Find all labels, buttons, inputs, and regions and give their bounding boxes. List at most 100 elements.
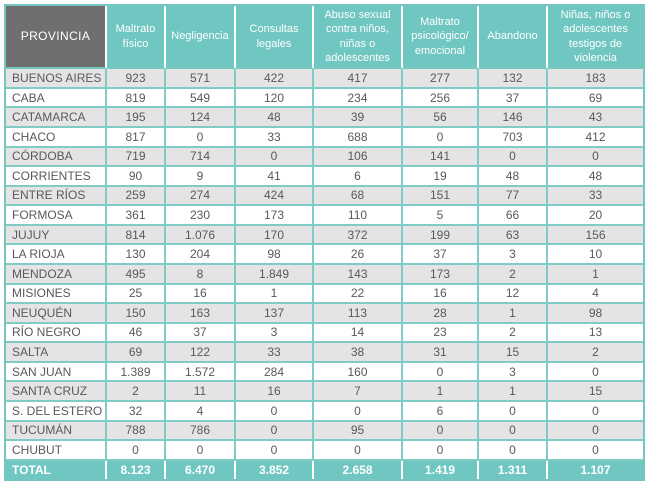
column-header: Niñas, niños o adolescentes testigos de … <box>548 6 643 70</box>
value-cell: 571 <box>166 69 236 89</box>
value-cell: 41 <box>236 167 314 187</box>
value-cell: 0 <box>236 421 314 442</box>
value-cell: 31 <box>403 343 479 363</box>
value-cell: 16 <box>166 284 236 305</box>
value-cell: 0 <box>314 402 403 422</box>
value-cell: 106 <box>314 147 403 168</box>
value-cell: 7 <box>314 382 403 403</box>
value-cell: 1 <box>479 382 548 403</box>
value-cell: 110 <box>314 206 403 226</box>
province-name-cell: SALTA <box>6 343 107 363</box>
total-value-cell: 1.311 <box>479 461 548 479</box>
value-cell: 0 <box>166 127 236 148</box>
value-cell: 37 <box>403 245 479 265</box>
value-cell: 32 <box>107 402 166 422</box>
province-name-cell: CABA <box>6 88 107 109</box>
value-cell: 15 <box>479 343 548 363</box>
value-cell: 38 <box>314 343 403 363</box>
value-cell: 0 <box>403 441 479 461</box>
value-cell: 48 <box>479 167 548 187</box>
value-cell: 422 <box>236 69 314 89</box>
value-cell: 19 <box>403 167 479 187</box>
column-header: Abuso sexual contra niños, niñas o adole… <box>314 6 403 70</box>
province-name-cell: RÍO NEGRO <box>6 323 107 344</box>
value-cell: 230 <box>166 206 236 226</box>
value-cell: 0 <box>479 441 548 461</box>
province-name-cell: S. DEL ESTERO <box>6 402 107 422</box>
value-cell: 132 <box>479 69 548 89</box>
table-row: CORRIENTES 90 9 41 6 19 48 48 <box>6 167 643 187</box>
value-cell: 22 <box>314 284 403 305</box>
column-header: Abandono <box>479 6 548 70</box>
table-row: ENTRE RÍOS 259 274 424 68 151 77 33 <box>6 186 643 207</box>
value-cell: 786 <box>166 421 236 442</box>
value-cell: 0 <box>403 362 479 383</box>
value-cell: 923 <box>107 69 166 89</box>
value-cell: 43 <box>548 108 643 128</box>
table-row: RÍO NEGRO 46 37 3 14 23 2 13 <box>6 323 643 344</box>
value-cell: 122 <box>166 343 236 363</box>
value-cell: 12 <box>479 284 548 305</box>
value-cell: 719 <box>107 147 166 168</box>
table-body: BUENOS AIRES 923 571 422 417 277 132 183 CABA 819… <box>6 69 643 461</box>
value-cell: 16 <box>403 284 479 305</box>
province-name-cell: CHACO <box>6 127 107 148</box>
value-cell: 0 <box>166 441 236 461</box>
value-cell: 1.849 <box>236 264 314 285</box>
table-row: NEUQUÉN 150 163 137 113 28 1 98 <box>6 304 643 324</box>
value-cell: 95 <box>314 421 403 442</box>
value-cell: 98 <box>236 245 314 265</box>
value-cell: 15 <box>548 382 643 403</box>
value-cell: 90 <box>107 167 166 187</box>
value-cell: 146 <box>479 108 548 128</box>
value-cell: 156 <box>548 225 643 246</box>
table-row: CÓRDOBA 719 714 0 106 141 0 0 <box>6 147 643 168</box>
table-header: PROVINCIA Maltrato físico Negligencia Consu… <box>6 6 643 70</box>
value-cell: 1.389 <box>107 362 166 383</box>
province-name-cell: CÓRDOBA <box>6 147 107 168</box>
total-value-cell: 6.470 <box>166 461 236 479</box>
value-cell: 0 <box>548 441 643 461</box>
value-cell: 703 <box>479 127 548 148</box>
value-cell: 151 <box>403 186 479 207</box>
value-cell: 0 <box>314 441 403 461</box>
value-cell: 0 <box>548 402 643 422</box>
value-cell: 11 <box>166 382 236 403</box>
value-cell: 1 <box>403 382 479 403</box>
value-cell: 6 <box>403 402 479 422</box>
value-cell: 1 <box>479 304 548 324</box>
value-cell: 33 <box>236 127 314 148</box>
table-row: SALTA 69 122 33 38 31 15 2 <box>6 343 643 363</box>
value-cell: 113 <box>314 304 403 324</box>
value-cell: 0 <box>548 147 643 168</box>
value-cell: 37 <box>166 323 236 344</box>
value-cell: 814 <box>107 225 166 246</box>
value-cell: 2 <box>479 323 548 344</box>
value-cell: 14 <box>314 323 403 344</box>
column-header: Maltrato psicológico/ emocional <box>403 6 479 70</box>
province-name-cell: SANTA CRUZ <box>6 382 107 403</box>
value-cell: 150 <box>107 304 166 324</box>
value-cell: 77 <box>479 186 548 207</box>
value-cell: 8 <box>166 264 236 285</box>
value-cell: 284 <box>236 362 314 383</box>
value-cell: 1 <box>548 264 643 285</box>
value-cell: 4 <box>548 284 643 305</box>
value-cell: 143 <box>314 264 403 285</box>
value-cell: 98 <box>548 304 643 324</box>
total-label-cell: TOTAL <box>6 461 107 479</box>
value-cell: 259 <box>107 186 166 207</box>
province-name-cell: CATAMARCA <box>6 108 107 128</box>
value-cell: 20 <box>548 206 643 226</box>
value-cell: 0 <box>479 147 548 168</box>
value-cell: 120 <box>236 88 314 109</box>
value-cell: 0 <box>548 421 643 442</box>
value-cell: 23 <box>403 323 479 344</box>
province-name-cell: MISIONES <box>6 284 107 305</box>
province-name-cell: LA RIOJA <box>6 245 107 265</box>
value-cell: 1 <box>236 284 314 305</box>
value-cell: 788 <box>107 421 166 442</box>
table-row: TUCUMÁN 788 786 0 95 0 0 0 <box>6 421 643 442</box>
column-header-provincia: PROVINCIA <box>6 6 107 70</box>
value-cell: 48 <box>548 167 643 187</box>
